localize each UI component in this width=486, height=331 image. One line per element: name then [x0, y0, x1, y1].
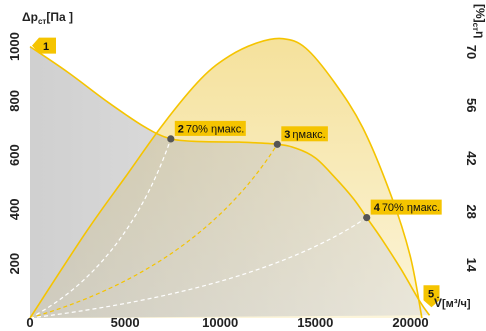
x-tick-label: 10000	[202, 315, 238, 330]
y-left-tick-label: 800	[7, 90, 22, 112]
efficiency-curve	[29, 37, 423, 319]
operating-point-text: 70% ηмакс.	[186, 123, 244, 135]
dashed-lines	[29, 138, 368, 319]
system-line-3	[29, 143, 278, 319]
operating-point-1: 1	[32, 37, 56, 54]
operating-point-marker	[273, 140, 281, 148]
operating-point-text: ηмакс.	[292, 129, 325, 141]
operating-point-4: 4 70% ηмакс.	[363, 199, 442, 222]
operating-point-label: 3 ηмакс.	[284, 129, 325, 141]
y-left-tick-label: 600	[7, 144, 22, 166]
y-right-tick-label: 42	[464, 151, 479, 165]
y-left-tick-label: 1000	[7, 32, 22, 61]
y-left-tick-label: 200	[7, 253, 22, 275]
y-right-tick-labels: 14 28 42 56 70	[464, 45, 479, 273]
pressure-curve	[29, 45, 431, 316]
operating-point-label-bg	[174, 120, 246, 136]
x-axis-title: V̇[м³/ч]	[434, 295, 471, 310]
x-tick-label: 15000	[297, 315, 333, 330]
operating-point-label: 2 70% ηмакс.	[178, 123, 245, 135]
y-left-tick-label: 400	[7, 199, 22, 221]
operating-point-marker	[363, 214, 371, 222]
x-tick-label: 20000	[392, 315, 428, 330]
operating-point-tag	[32, 37, 56, 54]
pressure-area	[30, 46, 430, 318]
operating-point-2: 2 70% ηмакс.	[167, 120, 246, 143]
operating-point-number: 5	[428, 288, 434, 300]
y-right-axis-symbol: η	[473, 31, 486, 38]
y-right-tick-label: 14	[464, 258, 479, 273]
operating-point-tag	[423, 285, 440, 308]
x-tick-label: 0	[26, 315, 33, 330]
operating-point-label-bg	[370, 199, 442, 215]
operating-point-label: 4 70% ηмакс.	[374, 202, 441, 214]
y-right-axis-subscript: ст	[471, 23, 480, 31]
operating-point-label-bg	[281, 126, 328, 142]
operating-point-number: 2	[178, 123, 184, 135]
y-left-axis-unit: [Па ]	[46, 10, 73, 24]
y-left-axis-symbol: Δp	[22, 10, 38, 24]
operating-point-5: 5	[423, 285, 440, 308]
y-right-tick-label: 56	[464, 98, 479, 112]
operating-point-3: 3 ηмакс.	[273, 126, 328, 148]
y-right-tick-label: 70	[464, 45, 479, 59]
operating-point-number: 1	[43, 41, 49, 53]
curves	[29, 37, 431, 319]
operating-point-number: 4	[374, 202, 381, 214]
operating-point-marker	[167, 135, 175, 143]
x-tick-label: 5000	[111, 315, 140, 330]
x-tick-labels: 0 5000 10000 15000 20000	[26, 315, 428, 330]
operating-points: 12 70% ηмакс. 3 ηмакс.4 70% ηмакс.5	[32, 37, 442, 308]
operating-point-number: 3	[284, 129, 290, 141]
operating-point-text: 70% ηмакс.	[382, 202, 440, 214]
y-left-tick-labels: 200 400 600 800 1000	[7, 32, 22, 274]
y-left-axis-title: Δpст[Па ]	[22, 10, 73, 26]
y-right-axis-unit: [%]	[473, 4, 486, 23]
x-axis-unit: [м³/ч]	[442, 298, 471, 310]
system-line-4	[29, 217, 368, 319]
shaded-areas	[30, 38, 430, 318]
y-right-tick-label: 28	[464, 204, 479, 218]
y-right-axis-title: [%]стη	[471, 4, 486, 38]
x-axis-symbol: V̇	[434, 295, 442, 310]
y-left-axis-subscript: ст	[38, 17, 46, 26]
